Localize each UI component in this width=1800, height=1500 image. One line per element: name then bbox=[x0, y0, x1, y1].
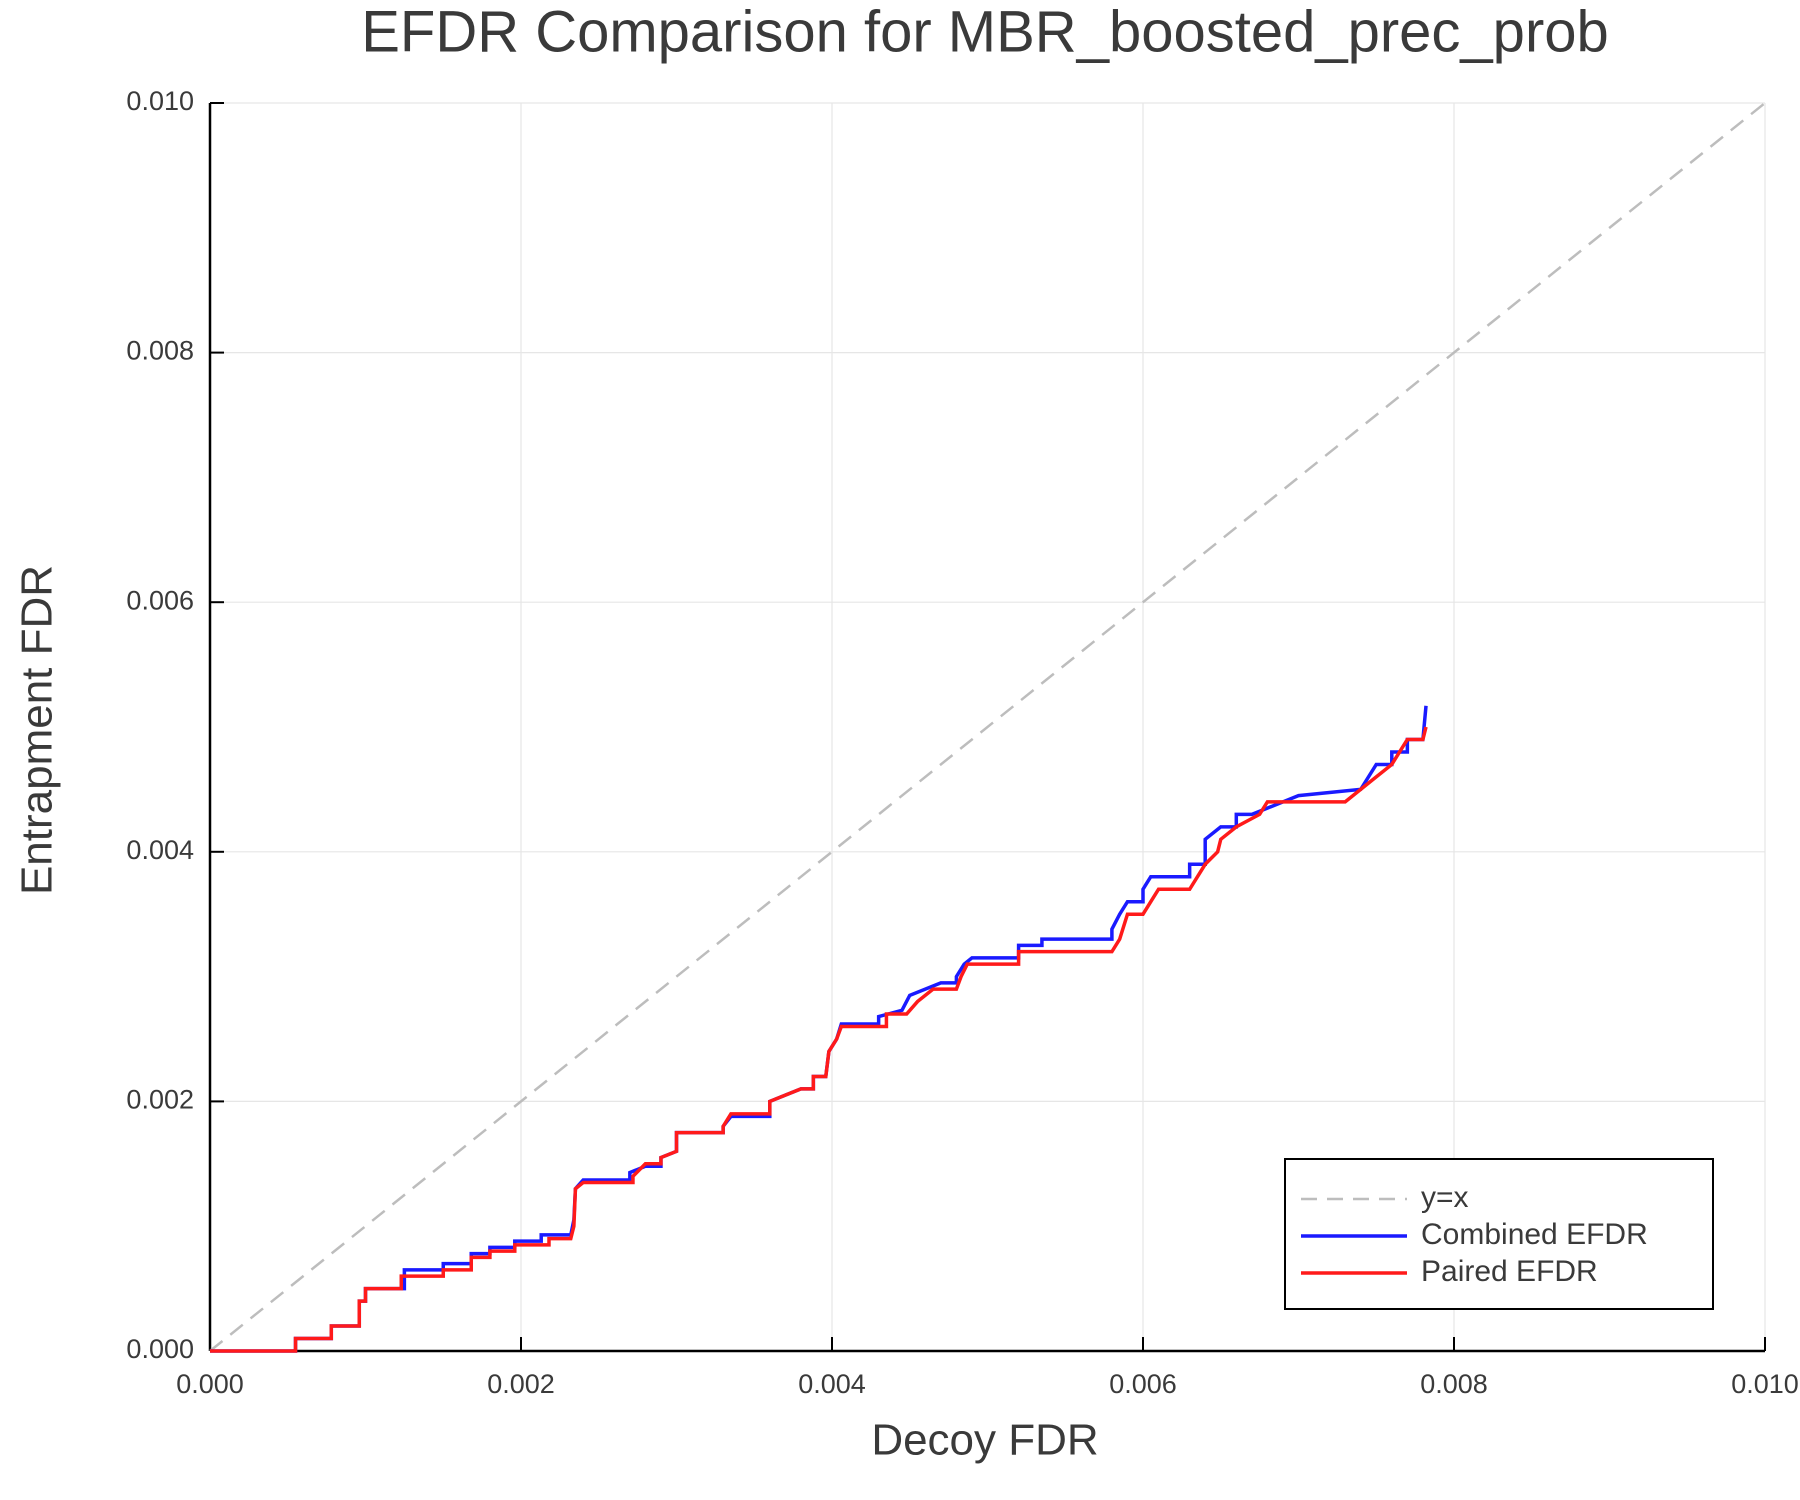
reference-line bbox=[209, 102, 1766, 1352]
legend-box bbox=[1284, 1158, 1714, 1310]
chart-title: EFDR Comparison for MBR_boosted_prec_pro… bbox=[361, 0, 1609, 64]
x-tick-label: 0.008 bbox=[1420, 1369, 1488, 1399]
y-axis-title: Entrapment FDR bbox=[13, 565, 62, 895]
x-tick-label: 0.000 bbox=[176, 1369, 244, 1399]
series-line bbox=[210, 705, 1428, 1353]
x-tick-label: 0.010 bbox=[1731, 1369, 1799, 1399]
y-tick-label: 0.006 bbox=[126, 585, 194, 615]
legend-label: y=x bbox=[1421, 1181, 1469, 1214]
y-tick-label: 0.004 bbox=[126, 835, 194, 865]
x-axis-title: Decoy FDR bbox=[871, 1416, 1098, 1465]
series-line bbox=[210, 726, 1428, 1353]
x-tick-label: 0.002 bbox=[487, 1369, 555, 1399]
x-tick-label: 0.006 bbox=[1109, 1369, 1177, 1399]
x-tick-label: 0.004 bbox=[798, 1369, 866, 1399]
legend-label: Paired EFDR bbox=[1421, 1255, 1598, 1288]
legend-label: Combined EFDR bbox=[1421, 1218, 1648, 1251]
y-tick-label: 0.000 bbox=[126, 1334, 194, 1364]
y-tick-label: 0.010 bbox=[126, 86, 194, 116]
y-tick-label: 0.008 bbox=[126, 336, 194, 366]
y-tick-label: 0.002 bbox=[126, 1085, 194, 1115]
